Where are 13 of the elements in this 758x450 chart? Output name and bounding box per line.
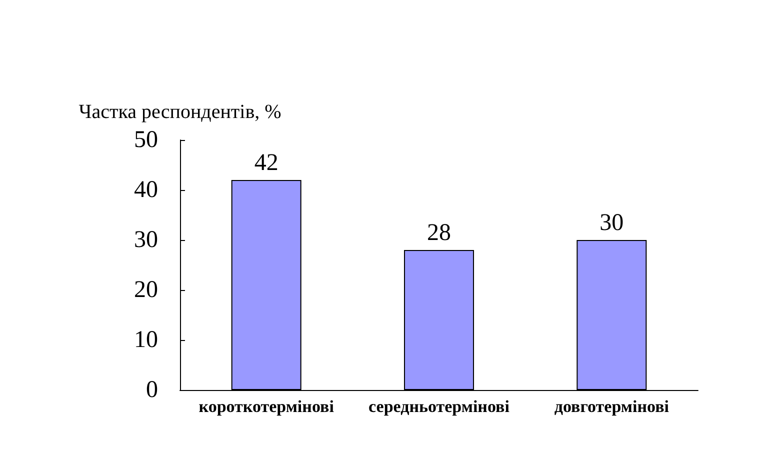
x-tick-label: середньотермінові — [368, 397, 510, 416]
y-axis-title: Частка респондентів, % — [78, 101, 282, 123]
data-label: 28 — [427, 220, 451, 246]
y-tick-label: 30 — [134, 227, 158, 253]
data-label: 42 — [254, 150, 278, 176]
y-tick-label: 0 — [146, 377, 158, 403]
data-label: 30 — [600, 210, 624, 236]
y-tick-label: 40 — [134, 177, 158, 203]
y-tick-label: 50 — [134, 127, 158, 153]
x-tick-label: короткотермінові — [198, 397, 334, 416]
x-tick-label: довготермінові — [554, 397, 670, 416]
y-tick-label: 10 — [134, 327, 158, 353]
y-tick-label: 20 — [134, 277, 158, 303]
